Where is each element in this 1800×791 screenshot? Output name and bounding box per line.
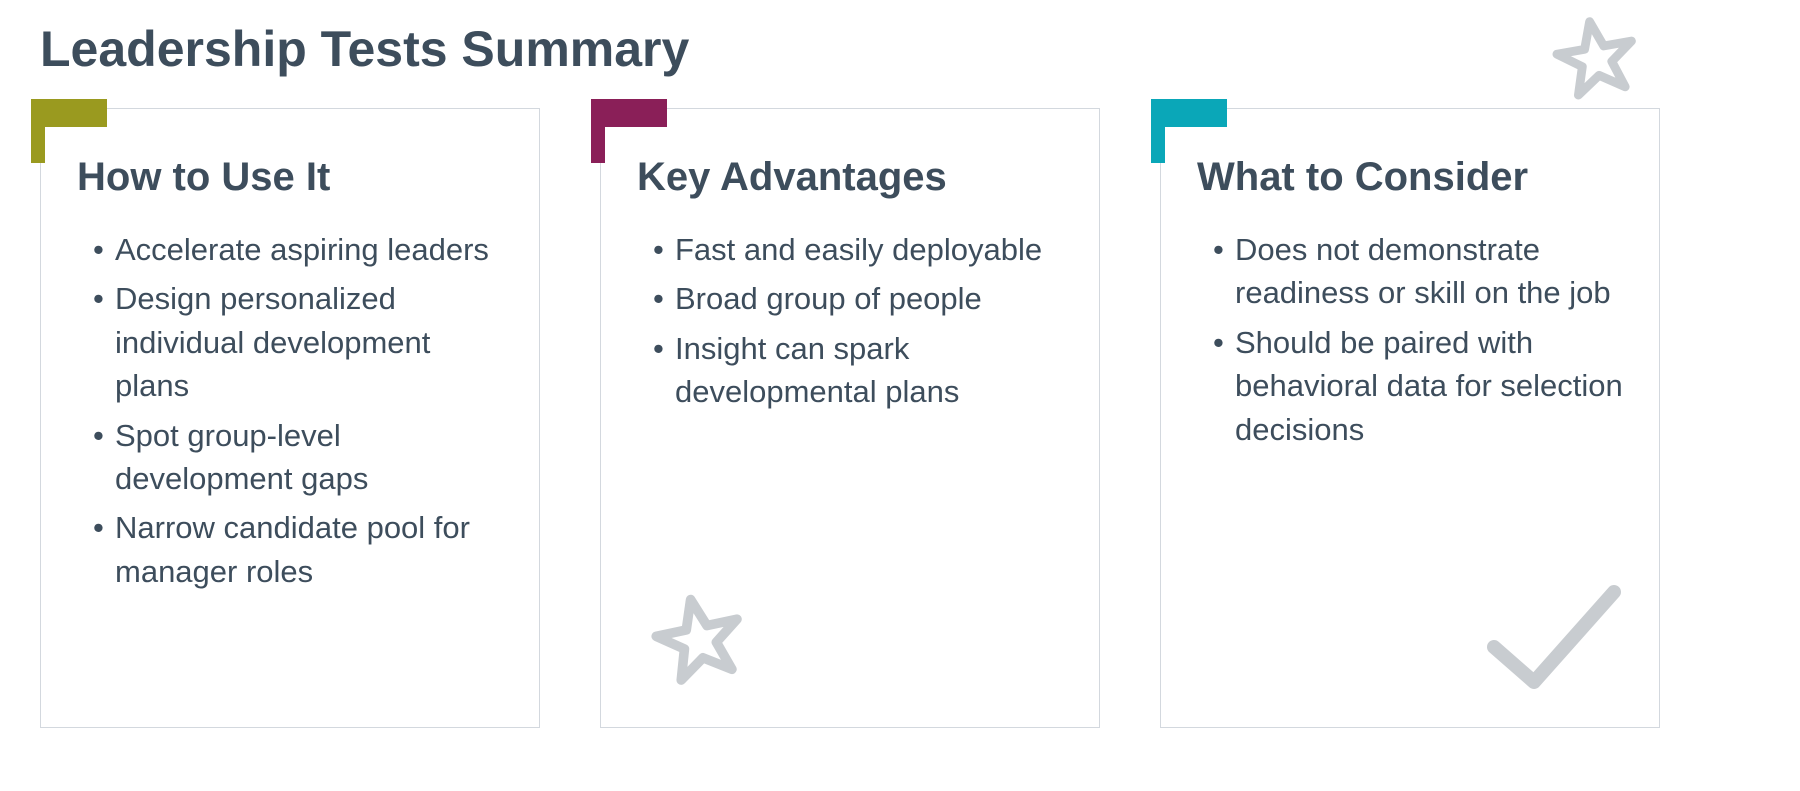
card-bullet-list: Fast and easily deployable Broad group o… [633, 228, 1067, 414]
list-item: Narrow candidate pool for manager roles [93, 506, 507, 593]
list-item: Broad group of people [653, 277, 1067, 320]
card-title: What to Consider [1197, 155, 1627, 200]
list-item: Spot group-level development gaps [93, 414, 507, 501]
card-title: Key Advantages [637, 155, 1067, 200]
list-item: Should be paired with behavioral data fo… [1213, 321, 1627, 451]
check-icon [1479, 577, 1629, 697]
list-item: Design personalized individual developme… [93, 277, 507, 407]
list-item: Does not demonstrate readiness or skill … [1213, 228, 1627, 315]
card-how-to-use: How to Use It Accelerate aspiring leader… [40, 108, 540, 728]
list-item: Fast and easily deployable [653, 228, 1067, 271]
card-title: How to Use It [77, 155, 507, 200]
page-title: Leadership Tests Summary [40, 20, 1770, 78]
card-bullet-list: Does not demonstrate readiness or skill … [1193, 228, 1627, 451]
card-key-advantages: Key Advantages Fast and easily deployabl… [600, 108, 1100, 728]
card-corner-accent [1151, 99, 1227, 163]
list-item: Insight can spark developmental plans [653, 327, 1067, 414]
star-icon [642, 582, 756, 696]
card-what-to-consider: What to Consider Does not demonstrate re… [1160, 108, 1660, 728]
card-bullet-list: Accelerate aspiring leaders Design perso… [73, 228, 507, 593]
list-item: Accelerate aspiring leaders [93, 228, 507, 271]
star-icon [1545, 7, 1647, 109]
card-corner-accent [31, 99, 107, 163]
card-corner-accent [591, 99, 667, 163]
cards-row: How to Use It Accelerate aspiring leader… [40, 108, 1770, 728]
